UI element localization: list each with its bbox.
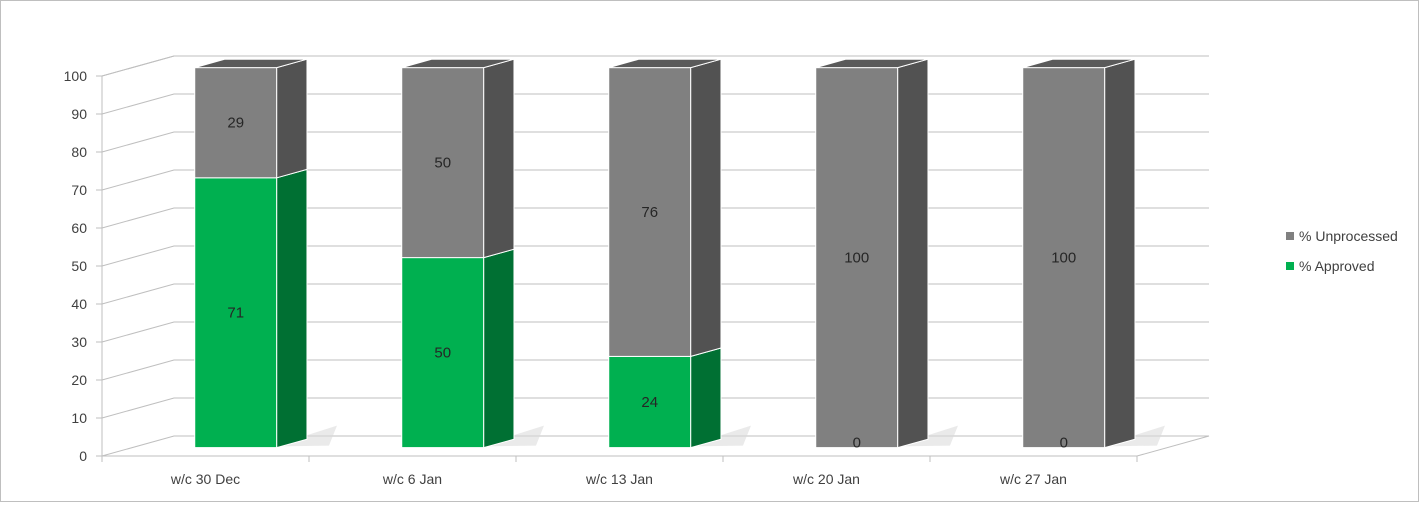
bar-shadow — [405, 425, 544, 448]
bar-front — [608, 355, 692, 449]
data-label: 100 — [1051, 250, 1076, 267]
bar-side — [1104, 58, 1136, 449]
y-tick-label: 10 — [71, 410, 87, 426]
bar-top — [401, 58, 515, 69]
bar-side — [483, 248, 515, 449]
data-label: 24 — [641, 394, 658, 411]
bar-top — [1022, 58, 1136, 69]
y-tick-label: 0 — [79, 448, 87, 464]
data-label: 50 — [434, 155, 451, 172]
legend-label: % Approved — [1299, 258, 1375, 274]
x-tick-label: w/c 30 Dec — [170, 471, 240, 487]
bar-shadows — [198, 425, 1165, 448]
bars — [194, 58, 1136, 449]
x-tick-label: w/c 6 Jan — [382, 471, 442, 487]
legend: % Unprocessed % Approved — [1286, 228, 1398, 274]
y-tick-label: 90 — [71, 106, 87, 122]
y-axis: 0 10 20 30 40 50 60 70 80 90 100 — [64, 68, 103, 464]
data-label: 76 — [641, 204, 658, 221]
legend-swatch — [1286, 262, 1294, 270]
data-labels: 71 29 50 50 24 76 0 100 0 100 — [227, 115, 1076, 452]
y-tick-label: 60 — [71, 220, 87, 236]
bar-top — [608, 58, 722, 69]
bar-top — [815, 58, 929, 69]
bar-shadow — [819, 425, 958, 448]
y-tick-label: 80 — [71, 144, 87, 160]
bar-shadow — [198, 425, 337, 448]
data-label: 71 — [227, 305, 244, 322]
bar-side — [276, 168, 308, 449]
bar-side — [483, 58, 515, 259]
data-label: 0 — [1060, 435, 1068, 452]
bar-front — [194, 177, 278, 449]
x-tick-label: w/c 13 Jan — [585, 471, 653, 487]
bar-side — [897, 58, 929, 449]
x-tick-label: w/c 27 Jan — [999, 471, 1067, 487]
bar-side — [690, 58, 722, 358]
y-tick-label: 20 — [71, 372, 87, 388]
data-label: 100 — [844, 250, 869, 267]
data-label: 50 — [434, 345, 451, 362]
bar-shadow — [612, 425, 751, 448]
y-tick-label: 40 — [71, 296, 87, 312]
legend-label: % Unprocessed — [1299, 228, 1398, 244]
bar-front — [194, 67, 278, 179]
x-tick-label: w/c 20 Jan — [792, 471, 860, 487]
gridline — [101, 55, 1209, 77]
bar-front — [815, 67, 899, 449]
bar-side — [276, 58, 308, 179]
bar-side — [690, 347, 722, 449]
y-tick-label: 50 — [71, 258, 87, 274]
legend-swatch — [1286, 232, 1294, 240]
x-axis: w/c 30 Dec w/c 6 Jan w/c 13 Jan w/c 20 Jan w… — [101, 455, 1138, 487]
bar-shadow — [1026, 425, 1165, 448]
bar-front — [401, 67, 485, 259]
bar-front — [608, 67, 692, 357]
data-label: 29 — [227, 115, 244, 132]
y-tick-label: 70 — [71, 182, 87, 198]
data-label: 0 — [853, 435, 861, 452]
y-tick-label: 100 — [64, 68, 88, 84]
bar-top — [194, 58, 308, 69]
y-tick-label: 30 — [71, 334, 87, 350]
